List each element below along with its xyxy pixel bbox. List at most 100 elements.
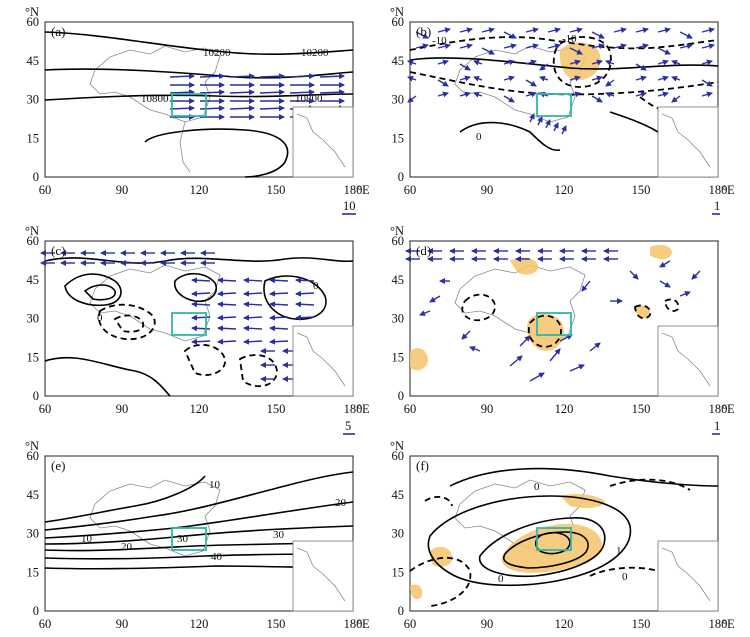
- wind-arrow: [525, 43, 539, 50]
- significance-shading: [650, 245, 672, 260]
- significance-shading: [510, 257, 539, 275]
- wind-arrow: [549, 348, 561, 362]
- wind-arrow: [217, 325, 237, 332]
- study-region-box: [171, 312, 207, 336]
- contour-line: [427, 495, 632, 587]
- contour-line: [534, 531, 571, 555]
- inset-coast: [661, 332, 711, 387]
- lat-tick-label: 15: [392, 350, 405, 364]
- lon-tick-label: 120: [555, 617, 574, 631]
- wind-arrow: [229, 73, 255, 80]
- wind-arrow: [191, 325, 211, 332]
- wind-arrow: [407, 95, 417, 103]
- china-coastline: [89, 479, 221, 557]
- contour-line: [44, 31, 354, 55]
- wind-arrow: [319, 89, 345, 96]
- contour-line: [424, 495, 453, 507]
- lon-unit-label: °E: [357, 617, 370, 631]
- wind-arrow: [629, 270, 639, 280]
- contour-label: 10200: [301, 47, 329, 59]
- contour-line: [144, 128, 289, 178]
- wind-arrow: [701, 59, 713, 66]
- contour-label: 30: [177, 533, 189, 545]
- vector-scale-d: 1: [712, 419, 720, 435]
- lon-unit-label: °E: [357, 183, 370, 197]
- lon-tick-label: 150: [632, 402, 651, 416]
- panel-e: 10 10 20 20 30 30 40 (e): [44, 455, 354, 612]
- wind-arrow: [569, 47, 583, 55]
- wind-arrow: [537, 116, 543, 126]
- lon-tick-label: 120: [555, 402, 574, 416]
- study-region-box: [171, 93, 207, 117]
- inset-coast: [661, 547, 711, 602]
- contour-line: [527, 314, 562, 348]
- wind-arrow: [679, 291, 691, 297]
- wind-arrow: [561, 125, 567, 135]
- significance-shading: [559, 42, 601, 81]
- wind-arrow: [605, 91, 615, 98]
- contour-label: 0: [534, 481, 540, 493]
- wind-arrow: [503, 75, 515, 82]
- wind-vectors: [407, 27, 715, 135]
- wind-arrow: [671, 95, 681, 103]
- wind-arrow: [473, 91, 483, 98]
- wind-arrow: [569, 75, 581, 82]
- contour-label: -10: [432, 35, 447, 47]
- contour-line: [634, 304, 652, 320]
- wind-arrow: [269, 301, 289, 308]
- wind-arrow: [259, 89, 285, 96]
- wind-arrow: [229, 105, 255, 112]
- south-china-sea-inset: [657, 106, 719, 178]
- contour-label: 40: [211, 551, 223, 563]
- lat-tick-label: 15: [392, 131, 405, 145]
- wind-arrow: [243, 301, 263, 308]
- wind-arrow: [509, 355, 523, 367]
- wind-arrow: [659, 260, 671, 268]
- contour-label: 0: [313, 280, 319, 292]
- wind-arrow: [481, 27, 495, 34]
- contour-line: [83, 284, 116, 301]
- wind-arrow: [169, 73, 195, 80]
- wind-arrow: [671, 59, 681, 66]
- study-region-box: [171, 527, 207, 551]
- contour-line: [44, 68, 354, 79]
- lat-tick-label: 0: [398, 604, 404, 618]
- lat-tick-label: 45: [392, 273, 405, 287]
- panel-c: 0 0 (c): [40, 240, 354, 397]
- china-coastline: [454, 264, 586, 342]
- wind-arrow: [525, 59, 537, 66]
- lon-tick-label: 90: [116, 183, 129, 197]
- wind-arrow: [529, 372, 545, 382]
- contour-label: 20: [121, 541, 133, 553]
- lon-tick-label: 90: [116, 402, 129, 416]
- lat-tick-label: 60: [392, 234, 405, 248]
- wind-arrow: [659, 280, 671, 288]
- wind-arrow: [553, 122, 559, 132]
- contour-label: 20: [335, 497, 347, 509]
- wind-arrow: [415, 43, 429, 50]
- contour-line: [239, 354, 278, 388]
- lat-unit-label: °N: [25, 5, 39, 19]
- wind-arrow: [459, 75, 471, 82]
- contour-label: 0: [476, 131, 482, 143]
- wind-arrow: [503, 43, 517, 50]
- lat-tick-label: 45: [392, 488, 405, 502]
- lat-tick-label: 60: [27, 449, 40, 463]
- lon-tick-label: 180: [344, 402, 363, 416]
- wind-arrow: [605, 79, 615, 87]
- vector-scale-a: 10: [342, 199, 356, 215]
- wind-arrow: [519, 335, 531, 347]
- wind-arrow: [269, 338, 289, 345]
- contour-line: [263, 275, 327, 321]
- wind-arrow: [429, 295, 441, 303]
- lon-tick-label: 90: [481, 183, 494, 197]
- wind-arrow: [407, 59, 417, 66]
- wind-arrow: [635, 43, 649, 50]
- south-china-sea-inset: [292, 540, 354, 612]
- significance-shading: [410, 348, 428, 371]
- panel-d: (d): [405, 240, 719, 397]
- vector-scale-label: 1: [714, 419, 720, 433]
- lon-tick-label: 180: [709, 617, 728, 631]
- lat-tick-label: 30: [392, 527, 405, 541]
- wind-arrow: [459, 27, 473, 34]
